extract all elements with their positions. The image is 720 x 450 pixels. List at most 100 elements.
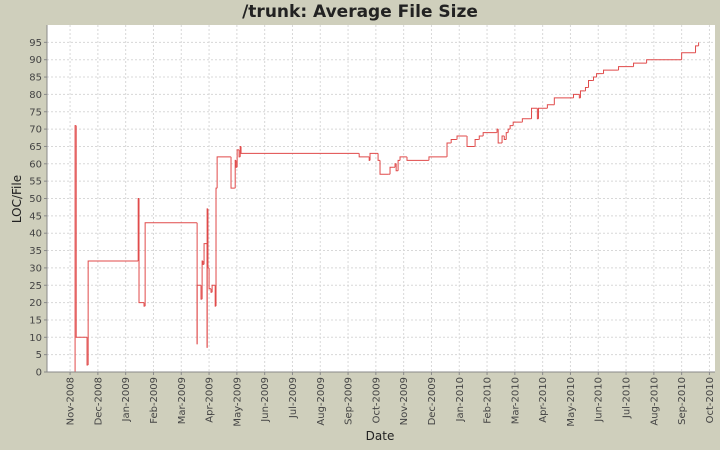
step-segment [397,159,401,171]
step-segment [618,66,633,71]
step-segment [75,125,88,338]
step-segment [482,132,497,137]
step-segment [546,104,554,109]
marks [74,42,700,372]
step-segment [501,135,505,143]
x-tick-label: Apr-2010 [538,377,549,423]
step-segment [646,59,681,64]
step-segment [478,135,484,140]
step-segment [236,149,240,168]
step-segment [379,160,389,175]
grid [47,25,715,373]
step-segment [512,121,522,126]
step-segment [633,62,646,67]
step-segment [216,156,231,189]
step-segment [389,166,394,175]
y-tick-label: 35 [29,246,42,257]
step-segment [503,136,507,141]
step-segment [553,97,573,105]
y-tick-label: 75 [29,107,42,118]
step-segment [196,284,201,345]
x-tick-label: Aug-2009 [316,377,327,426]
x-tick-label: Mar-2010 [510,377,521,424]
y-tick-label: 80 [29,90,42,101]
y-tick-label: 10 [29,333,42,344]
step-segment [537,107,547,119]
step-segment [509,125,514,130]
x-tick-label: Mar-2009 [177,377,188,424]
step-segment [593,76,596,81]
y-tick-label: 95 [29,38,42,49]
y-tick-label: 40 [29,229,42,240]
y-tick-label: 50 [29,194,42,205]
step-segment [369,152,377,161]
step-segment [603,69,618,74]
y-tick-label: 55 [29,177,42,188]
x-tick-label: Sep-2010 [677,377,688,425]
step-segment [211,284,215,293]
y-tick-label: 20 [29,298,42,309]
step-segment [87,260,139,366]
step-segment [588,80,593,88]
y-tick-label: 65 [29,142,42,153]
x-tick-label: Dec-2008 [93,377,104,425]
step-segment [507,128,511,133]
step-segment [681,52,695,60]
y-tick-label: 45 [29,211,42,222]
step-segment [450,139,457,143]
x-tick-label: Jul-2010 [622,377,633,419]
x-tick-label: Nov-2008 [66,377,77,425]
step-segment [399,156,407,161]
step-segment [596,73,603,78]
y-tick-label: 70 [29,125,42,136]
step-segment [573,93,579,98]
x-tick-label: Oct-2009 [371,377,382,423]
step-segment [406,156,429,161]
y-tick-label: 0 [36,368,42,379]
y-tick-label: 60 [29,159,42,170]
step-segment [584,86,588,91]
x-tick-label: Jan-2009 [121,377,132,422]
x-tick-label: Nov-2009 [399,377,410,425]
step-segment [497,129,501,144]
x-tick-label: Dec-2009 [427,377,438,425]
chart-title: /trunk: Average File Size [242,2,478,22]
step-segment [230,156,235,189]
step-segment [474,139,479,147]
x-tick-label: Sep-2009 [344,377,355,425]
step-segment [395,163,399,172]
y-tick-label: 90 [29,55,42,66]
y-tick-label: 25 [29,281,42,292]
step-segment [208,267,212,290]
step-segment [695,45,699,53]
x-tick-label: Feb-2009 [149,377,160,424]
y-tick-label: 5 [36,350,42,361]
y-tick-label: 15 [29,315,42,326]
x-tick-label: Aug-2010 [649,377,660,426]
y-axis-title: LOC/File [10,175,24,223]
step-segment [138,198,145,304]
x-tick-label: Jun-2009 [260,377,271,423]
x-tick-label: Jun-2010 [594,377,605,423]
step-segment [579,90,585,98]
step-segment [456,135,467,140]
step-segment [521,118,531,123]
x-tick-label: Jul-2009 [288,377,299,419]
step-segment [203,243,207,265]
y-tick-label: 85 [29,73,42,84]
x-tick-label: May-2010 [566,377,577,427]
step-segment [377,153,381,161]
x-axis-title: Date [366,429,395,443]
step-segment [531,107,537,119]
x-tick-label: Feb-2010 [483,377,494,424]
x-tick-label: May-2009 [232,377,243,427]
x-tick-label: Jan-2010 [455,377,466,422]
step-segment [428,156,447,161]
step-segment [505,132,509,140]
x-tick-label: Apr-2009 [205,377,216,423]
step-segment [144,222,196,307]
step-segment [446,142,451,157]
step-segment [358,153,369,158]
step-segment [240,146,359,154]
